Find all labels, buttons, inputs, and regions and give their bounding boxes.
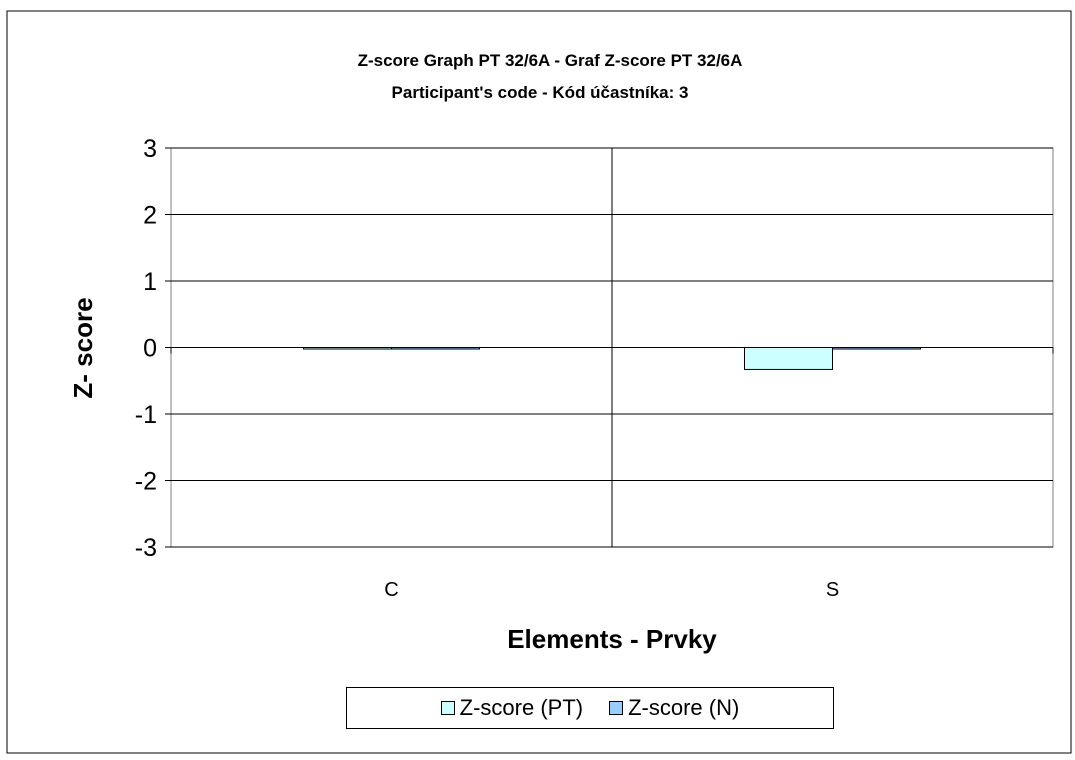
y-tick-label-3: 0 [143, 335, 157, 363]
legend-swatch-n [609, 701, 624, 715]
y-tick-label-4: -1 [135, 401, 157, 429]
y-tick-label-6: -3 [135, 534, 157, 562]
legend-label-pt: Z-score (PT) [459, 695, 584, 720]
legend-label-n: Z-score (N) [628, 695, 740, 720]
y-axis-label: Z- score [68, 297, 98, 398]
plot-area: 3 2 1 0 -1 -2 -3 C S [135, 135, 1054, 601]
x-axis-label: Elements - Prvky [507, 624, 717, 654]
x-tick-label-c: C [384, 579, 398, 601]
legend: Z-score (PT) Z-score (N) [346, 687, 834, 729]
y-tick-label-0: 3 [143, 135, 157, 163]
x-tick-label-s: S [826, 579, 839, 601]
y-tick-label-2: 1 [143, 268, 157, 296]
bar-s-pt [744, 347, 833, 370]
chart-title-line1: Z-score Graph PT 32/6A - Graf Z-score PT… [358, 51, 743, 70]
legend-swatch-pt [440, 701, 455, 715]
legend-item-n: Z-score (N) [609, 695, 739, 721]
chart-title-line2: Participant's code - Kód účastníka: 3 [392, 83, 689, 102]
y-tick-label-5: -2 [135, 468, 157, 496]
legend-item-pt: Z-score (PT) [440, 695, 584, 721]
y-tick-label-1: 2 [143, 202, 157, 230]
